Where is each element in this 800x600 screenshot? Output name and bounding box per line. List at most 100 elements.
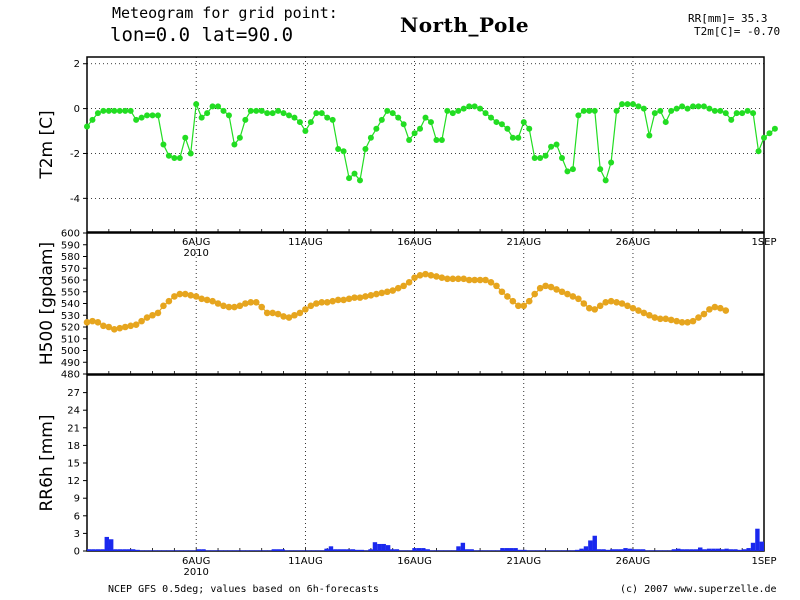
precip-bar	[236, 550, 241, 551]
data-point	[171, 293, 178, 300]
date-tick-label: 16AUG	[397, 237, 432, 248]
data-point	[613, 299, 620, 306]
y-tick-label: 6	[74, 511, 80, 522]
data-point	[176, 154, 183, 161]
y-tick-label: 520	[61, 323, 80, 334]
precip-bar	[267, 550, 272, 551]
data-point	[547, 283, 555, 291]
data-point	[548, 143, 555, 150]
data-point	[389, 287, 397, 294]
data-point	[165, 297, 173, 305]
precip-bar	[711, 548, 716, 551]
data-point	[673, 317, 680, 325]
data-point	[744, 107, 751, 114]
precip-bar	[531, 550, 536, 551]
data-point	[433, 273, 440, 280]
precip-bar	[434, 550, 439, 551]
y-axis-label: H500 [gpdam]	[37, 242, 57, 365]
data-point	[482, 110, 489, 117]
data-point	[706, 306, 713, 313]
date-tick-label: 6AUG	[182, 237, 210, 248]
precip-bar	[359, 549, 364, 551]
data-point	[242, 300, 249, 307]
data-point	[236, 134, 243, 141]
data-point	[537, 154, 544, 161]
data-point	[602, 299, 609, 306]
precip-bar	[478, 550, 483, 551]
data-point	[263, 309, 271, 317]
data-point	[313, 110, 320, 117]
data-point	[629, 304, 637, 312]
data-point	[515, 134, 522, 141]
precip-bar	[232, 550, 237, 551]
precip-bar	[750, 542, 756, 551]
y-tick-label: 530	[61, 311, 80, 322]
data-point	[624, 302, 631, 310]
data-point	[542, 152, 549, 159]
data-point	[444, 275, 451, 283]
precip-bar	[632, 549, 637, 551]
data-point	[416, 272, 424, 279]
data-point	[679, 103, 686, 110]
precip-bar	[623, 548, 628, 551]
data-point	[471, 103, 478, 110]
data-point	[307, 119, 314, 126]
data-point	[454, 275, 462, 283]
precip-bar	[188, 550, 193, 551]
data-point	[684, 105, 691, 112]
y-tick-label: 27	[67, 388, 80, 399]
data-point	[231, 303, 238, 311]
data-point	[160, 141, 167, 148]
precip-bar	[122, 549, 127, 551]
precip-bar	[126, 549, 131, 551]
data-point	[700, 310, 708, 318]
y-tick-label: 590	[61, 240, 80, 251]
t2m-last: T2m[C]= -0.70	[694, 25, 781, 38]
data-point	[209, 103, 216, 110]
precip-bar	[262, 550, 268, 551]
precip-bar	[689, 549, 694, 551]
data-point	[378, 289, 386, 297]
precip-bar	[671, 549, 677, 551]
precip-bar	[618, 549, 624, 551]
data-point	[646, 132, 653, 139]
precip-bar	[676, 548, 681, 551]
precip-bar	[649, 550, 655, 551]
data-point	[613, 107, 620, 114]
date-tick-label: 26AUG	[616, 556, 651, 567]
data-point	[236, 302, 244, 310]
data-point	[160, 302, 167, 310]
data-point	[121, 323, 129, 331]
data-point	[187, 150, 194, 157]
y-tick-label: 12	[67, 476, 80, 487]
data-point	[509, 297, 517, 305]
y-tick-label: 570	[61, 264, 80, 275]
precip-bar	[601, 549, 606, 551]
data-point	[302, 306, 309, 313]
precip-bar	[324, 548, 329, 551]
precip-bar	[403, 550, 408, 551]
data-point	[509, 134, 516, 141]
precip-bar	[702, 549, 707, 551]
precip-bar	[724, 548, 729, 551]
precip-bar	[561, 550, 567, 551]
data-point	[127, 107, 134, 114]
data-point	[449, 275, 457, 283]
precip-bar	[302, 550, 307, 551]
y-axis-label: RR6h [mm]	[37, 414, 57, 511]
precip-bar	[227, 550, 233, 551]
data-point	[187, 291, 195, 299]
precip-bar	[258, 550, 263, 551]
precip-bar	[425, 549, 430, 551]
data-point	[334, 296, 342, 304]
precip-bar	[570, 550, 575, 551]
title-line1: Meteogram for grid point:	[112, 4, 338, 22]
data-point	[706, 105, 713, 112]
precip-bar	[341, 549, 347, 551]
data-point	[422, 114, 429, 121]
data-point	[607, 297, 615, 305]
precip-bar	[605, 549, 611, 551]
data-point	[356, 294, 364, 301]
precip-bar	[91, 549, 96, 551]
rr-total: RR[mm]= 35.3	[688, 12, 768, 25]
